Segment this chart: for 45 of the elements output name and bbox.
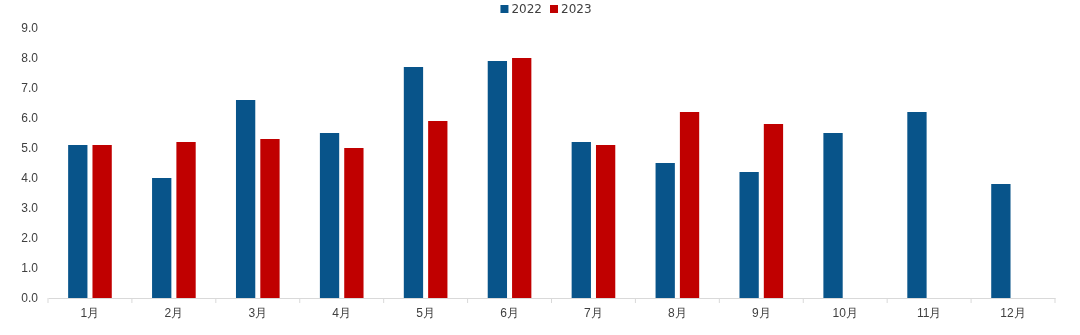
bar — [403, 67, 424, 298]
bar — [428, 121, 448, 298]
bar — [319, 133, 340, 298]
bar — [763, 124, 784, 298]
bar — [68, 145, 88, 298]
bar — [595, 145, 616, 298]
y-tick-label: 6.0 — [21, 111, 39, 126]
legend-label: 2023 — [561, 2, 592, 16]
x-tick-label: 5月 — [416, 305, 435, 320]
y-tick-label: 3.0 — [21, 201, 39, 216]
bar — [907, 112, 927, 298]
bar — [487, 61, 508, 298]
bar — [235, 100, 256, 298]
bar — [655, 163, 675, 298]
y-tick-label: 9.0 — [21, 21, 39, 36]
bar — [512, 58, 532, 298]
x-tick-label: 11月 — [916, 305, 942, 320]
x-tick-label: 1月 — [80, 305, 100, 320]
bar — [991, 184, 1011, 298]
y-tick-label: 4.0 — [21, 171, 39, 186]
y-tick-label: 7.0 — [21, 81, 39, 96]
y-tick-label: 0.0 — [21, 291, 39, 306]
x-tick-label: 10月 — [832, 305, 858, 320]
x-tick-label: 7月 — [584, 305, 603, 320]
bar — [679, 112, 700, 298]
y-tick-label: 5.0 — [21, 141, 39, 156]
x-tick-label: 9月 — [751, 305, 771, 320]
legend-label: 2022 — [511, 2, 542, 16]
bar — [260, 139, 280, 298]
bar — [344, 148, 364, 298]
y-tick-label: 8.0 — [21, 51, 39, 66]
x-tick-label: 4月 — [332, 305, 352, 320]
y-tick-label: 2.0 — [21, 231, 39, 246]
bar — [823, 133, 843, 298]
x-tick-label: 6月 — [500, 305, 519, 320]
bar — [739, 172, 759, 298]
bar — [92, 145, 112, 298]
bar — [152, 178, 172, 298]
bar — [571, 142, 591, 298]
bar — [176, 142, 196, 298]
x-tick-label: 12月 — [1000, 305, 1026, 320]
x-tick-label: 2月 — [164, 305, 184, 320]
x-tick-label: 8月 — [668, 305, 687, 320]
x-tick-label: 3月 — [248, 305, 268, 320]
y-tick-label: 1.0 — [21, 261, 39, 276]
